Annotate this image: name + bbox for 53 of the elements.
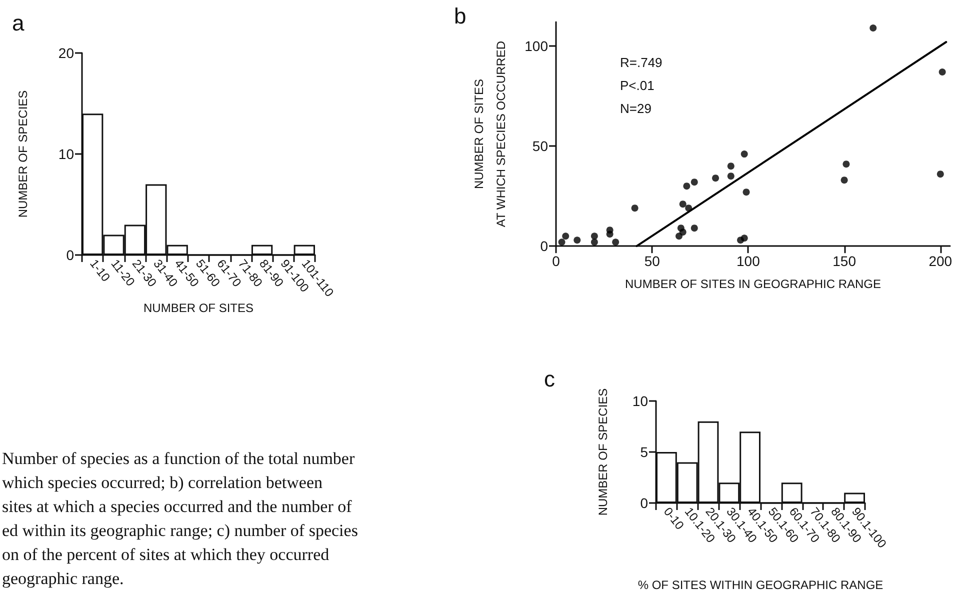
point [590, 232, 598, 240]
text: Number of species as a function of the total number [2, 449, 355, 468]
y-tick-label: 50 [532, 138, 548, 154]
point [574, 236, 581, 244]
point [938, 68, 946, 76]
point [727, 162, 734, 170]
point [727, 172, 734, 180]
y-axis-title: NUMBER OF SPECIES [596, 388, 610, 516]
y-tick-label: 20 [58, 45, 74, 61]
point [562, 232, 570, 240]
annotation: R=.749 [620, 55, 662, 70]
point [740, 234, 748, 242]
chart-title: b [454, 4, 466, 28]
point [606, 230, 614, 238]
text: sites at which a species occurred and the number of [2, 497, 352, 516]
point [936, 170, 944, 178]
point [740, 150, 748, 158]
text: which species occurred; b) correlation between [2, 473, 323, 492]
point [712, 174, 720, 182]
point [842, 160, 850, 168]
text: on of the percent of sites at which they occurred [2, 545, 330, 564]
point [840, 176, 848, 184]
chart-title: a [12, 10, 25, 36]
y-tick-label: 0 [540, 238, 548, 254]
y-tick-label: 5 [640, 444, 648, 460]
text: ed within its geographic range; c) number of species [2, 521, 358, 540]
y-axis-title: NUMBER OF SPECIES [16, 90, 30, 218]
point [612, 238, 620, 246]
point [590, 238, 598, 246]
text: geographic range. [2, 569, 124, 588]
point [870, 24, 877, 32]
y-tick-label: 100 [524, 38, 548, 54]
point [690, 178, 698, 186]
point [558, 238, 566, 246]
x-tick-label: 150 [832, 253, 856, 270]
x-axis-title: % OF SITES WITHIN GEOGRAPHIC RANGE [638, 578, 884, 592]
point [631, 204, 638, 212]
point [679, 200, 686, 208]
x-axis-title: NUMBER OF SITES IN GEOGRAPHIC RANGE [624, 277, 882, 291]
x-tick-label: 200 [928, 253, 952, 270]
point [690, 224, 698, 232]
x-tick-label: 0 [552, 253, 560, 270]
annotation: P<.01 [620, 78, 654, 93]
x-tick-label: 100 [736, 253, 760, 270]
chart-title: c [544, 366, 555, 392]
y-tick-label: 10 [632, 393, 648, 409]
point [742, 188, 750, 196]
y-tick-label: 10 [58, 146, 74, 162]
point [679, 228, 686, 236]
y-axis-title: NUMBER OF SITES AT WHICH SPECIES OCCURRED [472, 40, 508, 228]
point [683, 182, 690, 190]
x-axis-title: NUMBER OF SITES [143, 300, 254, 315]
annotation: N=29 [620, 101, 652, 116]
